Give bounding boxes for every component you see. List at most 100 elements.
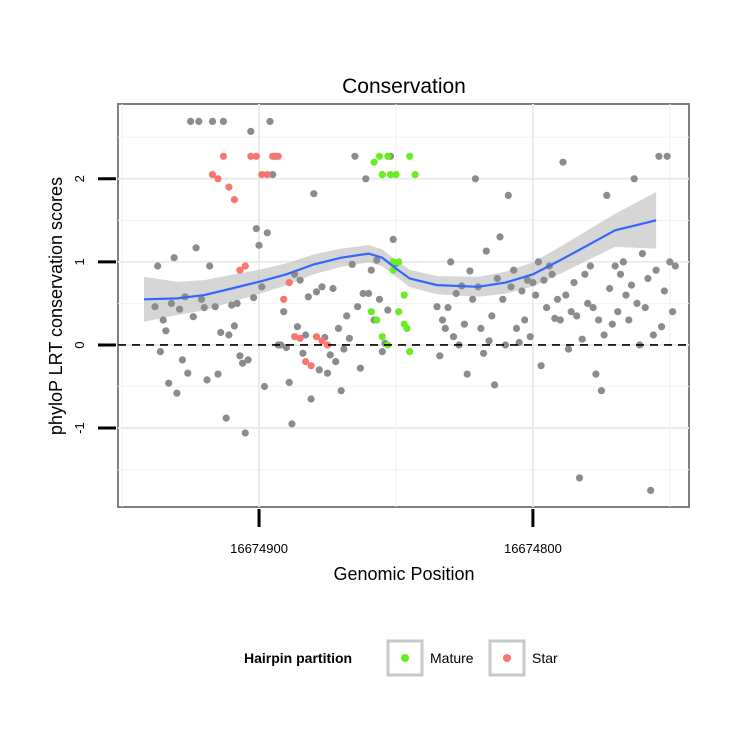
legend-title: Hairpin partition: [244, 650, 352, 666]
point-other: [162, 327, 170, 335]
point-star: [208, 171, 217, 179]
point-star: [225, 183, 233, 191]
point-other: [247, 127, 255, 135]
point-other: [258, 283, 266, 291]
x-axis-label: Genomic Position: [333, 564, 474, 584]
smooth-line: [143, 219, 657, 301]
point-other: [340, 345, 348, 353]
legend-key-star-dot: [503, 654, 511, 662]
legend-item-star: Star: [488, 639, 558, 677]
point-other: [537, 362, 545, 370]
point-other: [501, 341, 510, 349]
point-other: [507, 283, 515, 291]
point-other: [444, 304, 452, 312]
point-star: [258, 171, 266, 179]
point-other: [241, 429, 249, 437]
point-other: [447, 258, 455, 266]
point-other: [208, 117, 217, 125]
point-other: [263, 229, 271, 237]
point-other: [638, 250, 647, 258]
point-other: [239, 359, 247, 367]
point-other: [189, 313, 197, 321]
point-other: [449, 333, 458, 341]
point-other: [195, 117, 203, 125]
point-mature: [395, 308, 403, 316]
point-other: [250, 294, 258, 302]
point-other: [214, 370, 222, 378]
point-other: [540, 276, 548, 284]
point-other: [603, 191, 611, 199]
point-mature: [411, 171, 419, 179]
point-other: [307, 395, 315, 403]
point-other: [230, 322, 238, 330]
point-other: [200, 304, 208, 312]
point-other: [315, 366, 323, 374]
point-other: [553, 295, 562, 303]
point-other: [280, 308, 288, 316]
legend-key-mature-dot: [401, 654, 409, 662]
point-other: [606, 284, 614, 293]
point-star: [252, 152, 260, 160]
point-other: [345, 334, 353, 342]
point-other: [225, 331, 233, 339]
legend-label-star: Star: [532, 650, 558, 666]
smooth-curve: [143, 219, 657, 301]
point-other: [228, 301, 236, 309]
point-star: [241, 262, 249, 270]
point-other: [499, 295, 507, 303]
point-other: [512, 324, 521, 332]
point-other: [156, 348, 164, 356]
point-other: [534, 258, 543, 266]
point-other: [469, 295, 477, 303]
point-other: [655, 152, 663, 160]
point-other: [438, 316, 447, 324]
point-other: [485, 337, 493, 345]
point-other: [652, 266, 660, 274]
point-star: [263, 171, 271, 179]
point-other: [255, 241, 263, 249]
point-star: [214, 175, 222, 183]
point-star: [323, 341, 332, 349]
point-other: [627, 281, 636, 289]
point-other: [159, 316, 167, 324]
point-other: [304, 293, 312, 301]
point-other: [217, 328, 225, 337]
point-star: [236, 266, 244, 274]
point-other: [203, 376, 211, 384]
point-mature: [392, 171, 400, 179]
y-tick-label: 1: [72, 258, 87, 265]
point-other: [184, 369, 192, 377]
point-other: [348, 260, 356, 268]
point-other: [529, 279, 537, 287]
point-other: [288, 420, 296, 428]
point-other: [669, 308, 677, 316]
point-star: [230, 196, 238, 204]
point-other: [518, 287, 526, 295]
point-other: [611, 262, 619, 270]
point-other: [211, 303, 219, 311]
point-mature: [400, 291, 408, 299]
point-other: [299, 349, 307, 357]
point-other: [384, 306, 392, 314]
confidence-ribbon: [144, 192, 657, 322]
y-axis-label: phyloP LRT conservation scores: [46, 177, 66, 435]
point-other: [578, 335, 586, 343]
point-other: [433, 303, 441, 311]
point-other: [293, 323, 301, 331]
point-other: [573, 312, 581, 320]
point-other: [323, 369, 332, 377]
point-mature: [384, 152, 392, 160]
point-other: [482, 247, 490, 255]
point-other: [521, 316, 529, 324]
point-other: [630, 175, 638, 183]
point-other: [616, 270, 625, 278]
point-other: [586, 262, 595, 270]
y-tick-label: 0: [72, 341, 87, 348]
point-star: [285, 279, 293, 287]
point-other: [567, 308, 575, 316]
x-tick-label: 16674800: [504, 541, 562, 556]
point-other: [354, 303, 362, 311]
legend: Hairpin partition Mature Star: [244, 639, 558, 677]
point-other: [154, 262, 162, 270]
point-other: [625, 316, 633, 324]
